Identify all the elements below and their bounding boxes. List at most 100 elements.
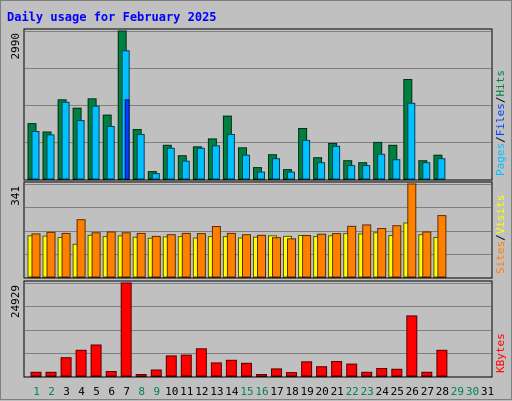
bar-kbytes-12 xyxy=(195,348,207,377)
bar-kbytes-20 xyxy=(316,366,328,377)
bar-kbytes-7 xyxy=(120,282,132,377)
bar-files-21 xyxy=(332,145,341,180)
bar-kbytes-28 xyxy=(436,349,448,377)
day-label-20: 20 xyxy=(315,385,328,398)
y-tick-label-hits_files_pages: 2990 xyxy=(9,33,22,60)
bar-sites-5 xyxy=(91,232,101,278)
bar-kbytes-1 xyxy=(30,371,42,377)
y-tick-label-kbytes: 24929 xyxy=(9,285,22,318)
legend-separator: / xyxy=(494,136,507,143)
bar-files-24 xyxy=(377,153,386,180)
bar-kbytes-6 xyxy=(105,371,117,377)
bar-files-14 xyxy=(226,134,235,180)
bar-kbytes-25 xyxy=(391,368,403,377)
day-label-28: 28 xyxy=(436,385,449,398)
day-label-21: 21 xyxy=(331,385,344,398)
bar-sites-20 xyxy=(317,233,327,278)
bar-pages-7 xyxy=(124,99,130,180)
bar-kbytes-5 xyxy=(90,344,102,377)
day-label-24: 24 xyxy=(376,385,390,398)
day-label-14: 14 xyxy=(225,385,239,398)
day-label-3: 3 xyxy=(63,385,70,398)
day-label-22: 22 xyxy=(346,385,359,398)
chart-title: Daily usage for February 2025 xyxy=(7,10,217,24)
day-label-18: 18 xyxy=(285,385,298,398)
legend-visits_sites: Sites/Visits xyxy=(494,195,507,275)
bar-kbytes-10 xyxy=(165,355,177,377)
day-label-1: 1 xyxy=(33,385,40,398)
day-label-7: 7 xyxy=(123,385,130,398)
bar-files-25 xyxy=(392,159,401,180)
bar-kbytes-22 xyxy=(346,363,358,377)
day-label-19: 19 xyxy=(300,385,313,398)
bar-files-6 xyxy=(106,126,115,180)
bar-kbytes-4 xyxy=(75,349,87,377)
bar-files-19 xyxy=(302,139,311,180)
bar-files-2 xyxy=(46,134,55,180)
bar-files-12 xyxy=(196,147,205,180)
day-label-4: 4 xyxy=(78,385,85,398)
bar-files-5 xyxy=(91,105,100,180)
bar-kbytes-16 xyxy=(256,374,267,377)
day-label-30: 30 xyxy=(466,385,479,398)
legend-item-pages: Pages xyxy=(494,143,507,176)
bar-sites-12 xyxy=(196,233,206,278)
bar-kbytes-8 xyxy=(135,374,147,377)
bar-files-8 xyxy=(136,134,145,180)
bar-files-1 xyxy=(31,131,40,180)
legend-separator: / xyxy=(494,97,507,104)
bar-sites-4 xyxy=(76,219,86,278)
bar-sites-23 xyxy=(362,224,372,278)
bar-sites-13 xyxy=(211,226,221,278)
bar-kbytes-21 xyxy=(331,361,343,377)
day-label-31: 31 xyxy=(481,385,494,398)
bar-sites-27 xyxy=(422,231,432,278)
bar-sites-17 xyxy=(272,237,281,278)
bar-sites-9 xyxy=(151,235,161,278)
bar-files-18 xyxy=(287,171,295,180)
legend-item-kbytes: KBytes xyxy=(494,333,507,373)
bar-files-10 xyxy=(166,147,175,180)
bar-sites-25 xyxy=(392,225,402,278)
bar-sites-22 xyxy=(347,225,357,278)
bar-sites-11 xyxy=(181,232,191,278)
bar-sites-1 xyxy=(31,233,41,278)
bar-files-9 xyxy=(151,173,160,180)
bar-files-16 xyxy=(257,171,265,180)
bar-sites-10 xyxy=(166,234,176,278)
legend-hits_files_pages: Pages/Files/Hits xyxy=(494,70,507,176)
day-label-17: 17 xyxy=(270,385,283,398)
day-label-26: 26 xyxy=(406,385,419,398)
bar-sites-16 xyxy=(257,234,266,278)
bar-sites-15 xyxy=(242,234,251,278)
legend-separator: / xyxy=(494,234,507,241)
y-tick-label-visits_sites: 341 xyxy=(9,186,22,206)
bar-files-22 xyxy=(347,165,356,180)
day-label-11: 11 xyxy=(180,385,193,398)
day-label-12: 12 xyxy=(195,385,208,398)
bar-sites-8 xyxy=(136,232,146,278)
bar-files-3 xyxy=(61,101,70,180)
bar-kbytes-3 xyxy=(60,357,72,377)
bar-files-4 xyxy=(76,120,85,180)
day-label-13: 13 xyxy=(210,385,223,398)
day-label-15: 15 xyxy=(240,385,253,398)
bar-kbytes-13 xyxy=(210,362,222,377)
bar-sites-19 xyxy=(302,235,312,278)
bar-kbytes-27 xyxy=(421,371,433,377)
bar-files-17 xyxy=(272,158,280,180)
legend-item-visits: Visits xyxy=(494,195,507,235)
day-label-5: 5 xyxy=(93,385,100,398)
bar-kbytes-11 xyxy=(180,354,192,377)
day-label-2: 2 xyxy=(48,385,55,398)
day-label-29: 29 xyxy=(451,385,464,398)
legend-item-hits: Hits xyxy=(494,70,507,97)
bar-kbytes-17 xyxy=(271,368,282,377)
bar-files-20 xyxy=(317,162,326,180)
bar-sites-7 xyxy=(121,232,131,278)
bar-files-27 xyxy=(422,162,431,180)
bar-sites-6 xyxy=(106,231,116,278)
bar-kbytes-19 xyxy=(301,361,313,377)
